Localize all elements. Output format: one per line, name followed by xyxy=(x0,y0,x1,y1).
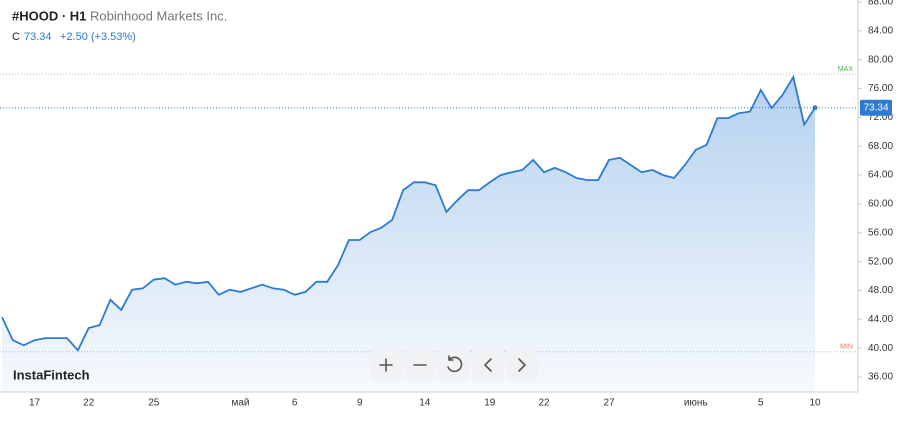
y-tick-label: 80.00 xyxy=(868,54,893,65)
x-tick-label: 6 xyxy=(292,398,298,409)
x-tick-label: 14 xyxy=(419,398,431,409)
max-line-label: MAX xyxy=(838,66,854,73)
left-icon xyxy=(483,358,492,372)
area xyxy=(2,77,815,392)
right-icon xyxy=(518,358,527,372)
y-tick-label: 76.00 xyxy=(868,83,893,94)
close-label: C xyxy=(12,31,20,43)
min-line-label: MIN xyxy=(840,344,853,351)
plus-icon xyxy=(379,358,393,372)
x-tick-label: июнь xyxy=(684,398,708,409)
y-tick-label: 72.00 xyxy=(868,112,893,123)
y-tick-label: 48.00 xyxy=(868,285,893,296)
x-tick-label: май xyxy=(231,398,249,409)
last-point xyxy=(812,105,818,111)
price-badge xyxy=(860,99,892,116)
x-tick-label: 5 xyxy=(758,398,764,409)
x-tick-label: 25 xyxy=(148,398,160,409)
y-tick-label: 68.00 xyxy=(868,141,893,152)
symbol: #HOOD · H1 xyxy=(12,8,86,23)
change: +2.50 (+3.53%) xyxy=(60,31,136,43)
logo: InstaFintech xyxy=(13,367,90,382)
y-tick-label: 84.00 xyxy=(868,25,893,36)
x-tick-label: 22 xyxy=(538,398,550,409)
close-value: 73.34 xyxy=(24,31,52,43)
y-tick-label: 60.00 xyxy=(868,199,893,210)
reset-icon xyxy=(447,355,463,373)
y-tick-label: 40.00 xyxy=(868,343,893,354)
scroll-right-button[interactable] xyxy=(506,350,538,380)
y-tick-label: 36.00 xyxy=(868,372,893,383)
y-tick-label: 64.00 xyxy=(868,170,893,181)
zoom-controls xyxy=(370,350,538,380)
instrument-name: Robinhood Markets Inc. xyxy=(90,8,227,23)
price-line xyxy=(1,74,816,352)
y-tick-label: 44.00 xyxy=(868,314,893,325)
x-tick-label: 19 xyxy=(484,398,496,409)
x-tick-label: 9 xyxy=(357,398,363,409)
y-tick-label: 88.00 xyxy=(868,0,893,8)
y-tick-label: 52.00 xyxy=(868,256,893,267)
x-tick-label: 17 xyxy=(29,398,41,409)
x-tick-label: 27 xyxy=(603,398,615,409)
price-badge-label: 73.34 xyxy=(863,102,888,113)
y-tick-label: 56.00 xyxy=(868,227,893,238)
x-tick-label: 22 xyxy=(83,398,95,409)
scroll-left-button[interactable] xyxy=(472,350,504,380)
x-tick-label: 10 xyxy=(809,398,821,409)
reset-button[interactable] xyxy=(438,350,470,380)
